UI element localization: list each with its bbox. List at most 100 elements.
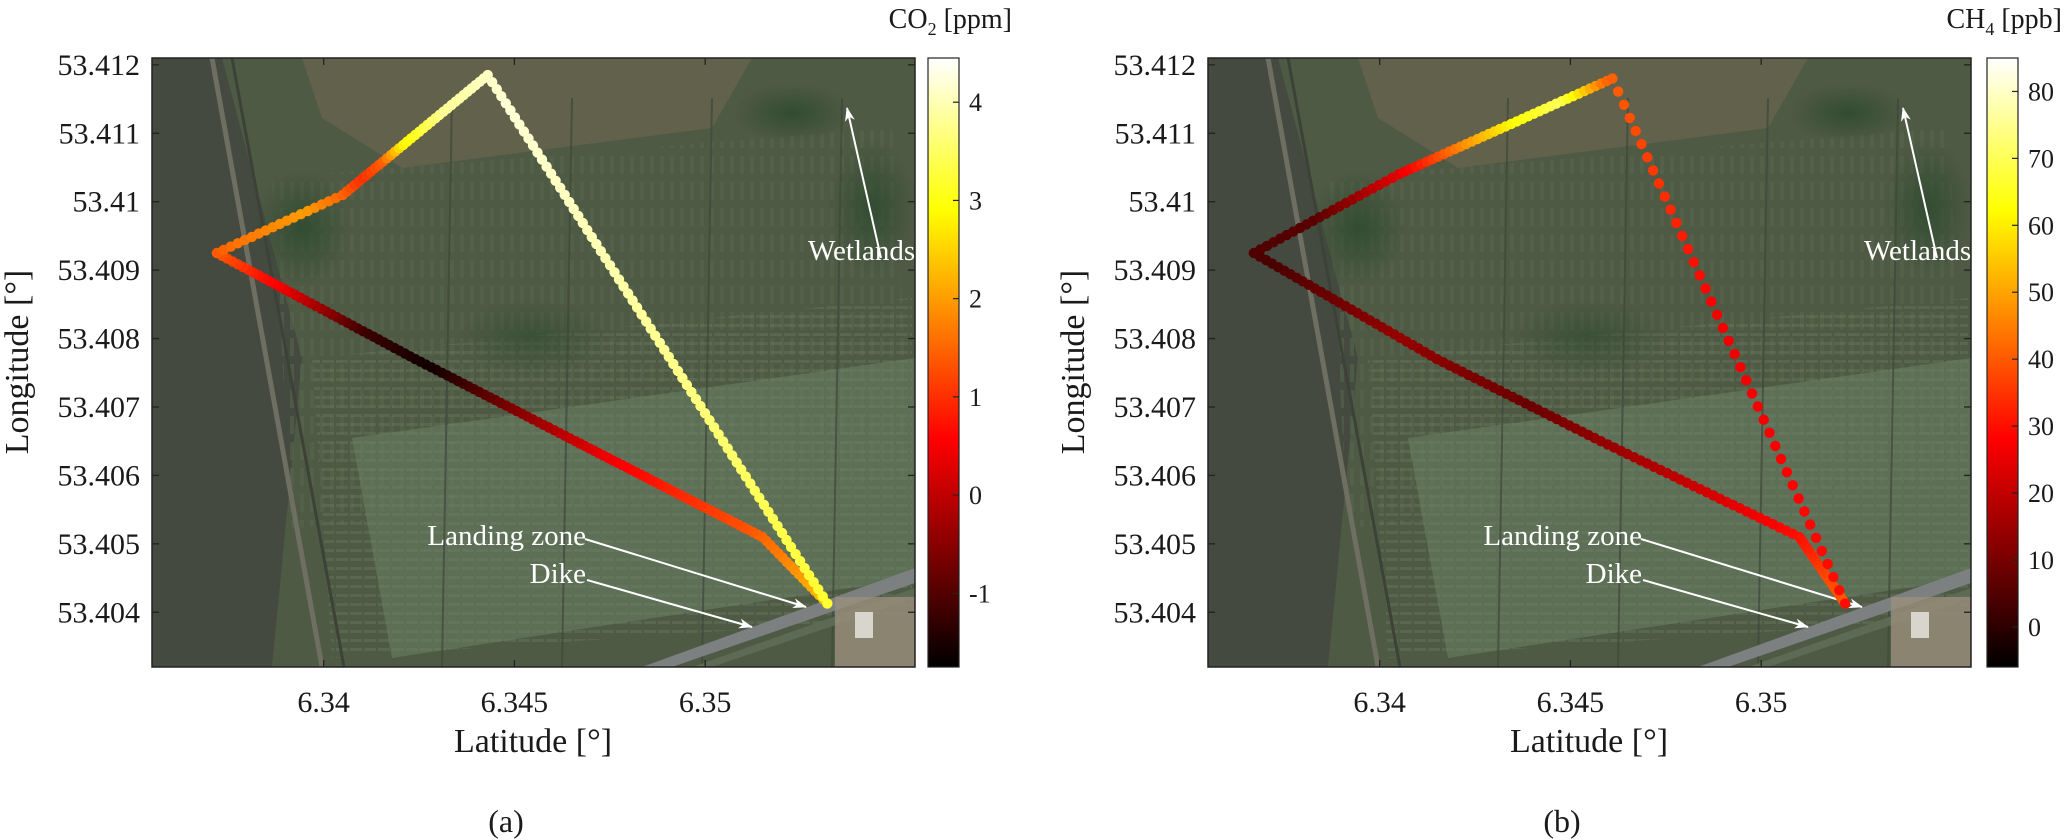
panel-a-colorbar-gradient: [927, 57, 960, 668]
flight-point: [1834, 585, 1845, 596]
flight-point: [1816, 545, 1828, 557]
panel-a-points: [211, 69, 833, 609]
flight-point: [1805, 519, 1816, 530]
panel-b-y-axis-label: Longitude [°]: [1055, 270, 1092, 455]
panel-b-x-ticks: 6.34 6.345 6.35: [1353, 58, 1787, 719]
wetlands-annotation-a: Wetlands: [808, 235, 915, 267]
y-tick-label: 53.41: [73, 186, 141, 219]
y-tick-label: 53.408: [58, 323, 141, 356]
panel-b-caption: (b): [1543, 803, 1580, 839]
panel-a-y-ticks: 53.404 53.405 53.406 53.407 53.408 53.409 53.4…: [58, 49, 915, 629]
flight-point: [1706, 296, 1717, 307]
y-tick-label: 53.407: [1114, 391, 1197, 424]
y-tick-label: 53.412: [58, 49, 141, 82]
flight-point: [1630, 125, 1641, 137]
panel-a-x-ticks: 6.34 6.345 6.35: [297, 58, 731, 719]
panel-b-axes-frame: [1207, 57, 1972, 668]
y-tick-label: 53.411: [1115, 117, 1196, 150]
y-tick-label: 53.412: [1114, 49, 1197, 82]
flight-point: [1735, 362, 1746, 373]
colorbar-tick-label: 0: [969, 481, 982, 510]
flight-point: [1636, 138, 1647, 150]
x-tick-label: 6.34: [1353, 686, 1406, 719]
flight-point: [1828, 571, 1839, 583]
flight-point: [1688, 257, 1700, 268]
x-tick-label: 6.345: [481, 686, 549, 719]
flight-point: [1752, 401, 1764, 412]
y-tick-label: 53.409: [1114, 254, 1197, 287]
flight-point: [1723, 335, 1734, 347]
panel-a-x-axis-label: Latitude [°]: [454, 723, 612, 760]
x-tick-label: 6.34: [297, 686, 350, 719]
flight-point: [1746, 388, 1758, 399]
panel-a-colorbar-ticks: -1 0 1 2 3 4: [953, 88, 991, 608]
panel-a: Wetlands Landing zone Dike 6.34 6.345 6.35…: [0, 4, 1012, 839]
flight-point: [1799, 506, 1810, 517]
colorbar-tick-label: 60: [2028, 211, 2054, 240]
flight-point: [1653, 178, 1665, 189]
wetlands-annotation-b: Wetlands: [1864, 235, 1971, 267]
colorbar-tick-label: 40: [2028, 345, 2054, 374]
panel-a-colorbar: -1 0 1 2 3 4 CO2 [ppm]: [889, 4, 1012, 668]
dike-annotation-a: Dike: [530, 558, 586, 590]
flight-point: [1729, 348, 1740, 360]
colorbar-tick-label: 30: [2028, 412, 2054, 441]
y-tick-label: 53.41: [1129, 186, 1197, 219]
flight-point: [1787, 480, 1798, 491]
panel-a-map: [152, 58, 915, 667]
colorbar-tick-label: 70: [2028, 144, 2054, 173]
colorbar-tick-label: 0: [2028, 613, 2041, 642]
flight-point: [1700, 283, 1711, 294]
y-tick-label: 53.408: [1114, 323, 1197, 356]
y-tick-label: 53.405: [58, 528, 141, 561]
panel-b-points: [1248, 73, 1851, 609]
flight-point: [1618, 99, 1630, 111]
flight-point: [1607, 73, 1618, 84]
flight-point: [822, 598, 833, 609]
landing-zone-annotation-a: Landing zone: [427, 520, 586, 552]
colorbar-tick-label: 50: [2028, 278, 2054, 307]
flight-point: [1682, 243, 1694, 255]
flight-point: [1647, 165, 1659, 176]
panel-a-annotations: Wetlands Landing zone Dike: [427, 107, 915, 629]
panel-a-axes-frame: [151, 57, 916, 668]
flight-point: [1781, 467, 1793, 478]
y-tick-label: 53.404: [1114, 596, 1197, 629]
flight-point: [1764, 427, 1775, 438]
colorbar-tick-label: 1: [969, 383, 982, 412]
x-tick-label: 6.35: [679, 686, 732, 719]
flight-point: [1839, 598, 1851, 609]
flight-point: [1711, 309, 1723, 320]
panel-b-colorbar-ticks: 0 10 20 30 40 50 60 70 80: [2012, 77, 2054, 642]
flight-point: [1659, 191, 1671, 202]
panel-a-caption: (a): [488, 803, 524, 839]
x-tick-label: 6.345: [1537, 686, 1605, 719]
flight-point: [1677, 230, 1688, 242]
landing-zone-annotation-b: Landing zone: [1483, 520, 1642, 552]
colorbar-tick-label: 20: [2028, 479, 2054, 508]
flight-point: [1613, 86, 1624, 97]
colorbar-tick-label: 10: [2028, 546, 2054, 575]
flight-point: [1810, 532, 1822, 543]
flight-point: [1741, 375, 1752, 386]
panel-b-colorbar-title: CH4 [ppb]: [1946, 4, 2062, 39]
flight-point: [1717, 322, 1729, 333]
y-tick-label: 53.405: [1114, 528, 1197, 561]
y-tick-label: 53.407: [58, 391, 141, 424]
panel-b-map: [1208, 58, 1971, 667]
dike-annotation-b: Dike: [1586, 558, 1642, 590]
flight-point: [1822, 558, 1833, 570]
flight-point: [1694, 270, 1705, 281]
panel-b-colorbar: 0 10 20 30 40 50 60 70 80 CH4 [ppb]: [1946, 4, 2062, 668]
panel-b-y-ticks: 53.404 53.405 53.406 53.407 53.408 53.409 53.4…: [1114, 49, 1971, 629]
panel-b-annotations: Wetlands Landing zone Dike: [1483, 107, 1971, 629]
panel-b-colorbar-gradient: [1986, 57, 2019, 668]
colorbar-tick-label: 80: [2028, 77, 2054, 106]
y-tick-label: 53.404: [58, 596, 141, 629]
flight-point: [1758, 414, 1769, 425]
flight-point: [1642, 152, 1653, 163]
flight-point: [1624, 112, 1636, 124]
colorbar-tick-label: 3: [969, 186, 982, 215]
panel-a-colorbar-title: CO2 [ppm]: [889, 4, 1012, 39]
